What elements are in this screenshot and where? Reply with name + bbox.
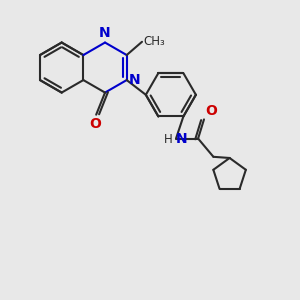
Text: H: H (164, 133, 172, 146)
Text: N: N (129, 73, 141, 87)
Text: O: O (89, 117, 100, 131)
Text: O: O (206, 104, 218, 118)
Text: N: N (176, 132, 188, 146)
Text: CH₃: CH₃ (144, 35, 166, 48)
Text: N: N (99, 26, 111, 40)
